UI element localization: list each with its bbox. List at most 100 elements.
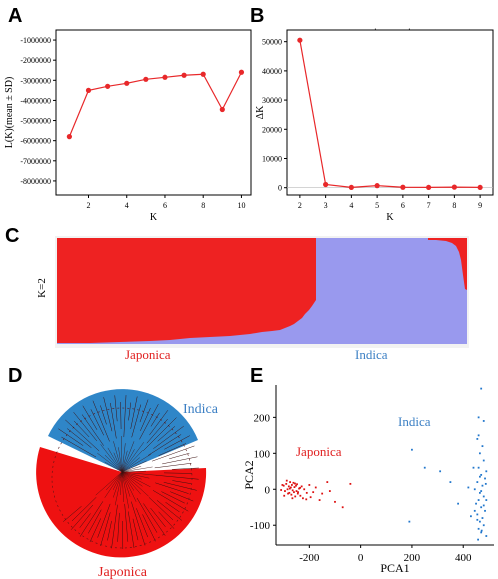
data-point: [477, 184, 483, 191]
scatter-point: [286, 488, 289, 491]
scatter-point: [296, 492, 299, 495]
tree-branch: [58, 428, 84, 446]
panel-b-dot: ·: [374, 25, 377, 34]
scatter-point: [285, 482, 288, 485]
tree-branch: [73, 412, 98, 442]
x-tick-label: 2: [298, 201, 302, 210]
structure-indica-tail-red: [428, 238, 467, 290]
scatter-point: [288, 487, 291, 490]
tree-japonica-label: Japonica: [98, 565, 148, 579]
scatter-point: [477, 499, 480, 501]
tree-branch: [117, 512, 120, 542]
data-point: [105, 83, 111, 89]
tree-branch: [82, 405, 98, 430]
scatter-point: [408, 520, 411, 523]
y-tick-label: -3000000: [20, 76, 51, 85]
scatter-point: [478, 475, 481, 478]
tree-branch: [95, 471, 123, 496]
tree-branch: [155, 482, 189, 494]
tree-ring: [51, 407, 193, 549]
scatter-point: [477, 416, 480, 419]
tree-branch: [121, 470, 146, 473]
scatter-point: [475, 502, 477, 505]
tree-branch: [131, 501, 146, 546]
tree-branch: [121, 450, 128, 473]
tree-branch: [81, 414, 104, 446]
y-tick-label: 200: [254, 412, 271, 424]
tree-branch: [162, 456, 198, 465]
tree-branch: [114, 395, 118, 422]
x-tick-label: 6: [401, 201, 405, 210]
scatter-point: [285, 479, 288, 482]
data-point: [400, 184, 406, 190]
scatter-point: [477, 538, 479, 541]
scatter-point: [477, 466, 480, 469]
tree-branch: [104, 454, 123, 473]
tree-branch: [70, 504, 94, 530]
scatter-point: [292, 481, 295, 484]
scatter-point: [284, 490, 286, 492]
x-tick-label: 9: [478, 201, 482, 210]
scatter-point: [303, 488, 306, 491]
x-tick-label: 8: [201, 201, 205, 210]
tree-branch: [142, 514, 156, 542]
pca-japonica-label: Japonica: [296, 444, 342, 459]
tree-branch: [113, 441, 123, 473]
panel-b-letter: B: [250, 5, 264, 27]
scatter-point: [480, 529, 483, 532]
tree-branch: [61, 436, 97, 458]
tree-branch: [153, 425, 184, 449]
scatter-point: [321, 492, 324, 495]
tree-branch: [143, 503, 166, 536]
tree-branch: [172, 480, 192, 484]
scatter-point: [326, 481, 329, 483]
scatter-point: [334, 500, 336, 503]
tree-branch: [97, 453, 123, 473]
scatter-point: [293, 486, 296, 489]
scatter-point: [481, 484, 484, 487]
y-tick-label: -8000000: [20, 177, 51, 186]
scatter-point: [299, 486, 302, 489]
tree-branch: [121, 471, 150, 479]
scatter-point: [480, 506, 483, 509]
tree-branch: [66, 428, 92, 448]
scatter-point: [299, 494, 302, 497]
scatter-point: [291, 497, 294, 500]
scatter-point: [300, 485, 303, 488]
tree-branch: [118, 447, 123, 473]
scatter-point: [423, 466, 426, 469]
scatter-point: [485, 499, 488, 501]
series-line: [68, 71, 242, 137]
y-tick-label: -2000000: [20, 56, 51, 65]
scatter-point: [298, 487, 300, 490]
data-point: [124, 80, 130, 86]
x-tick-label: 4: [349, 201, 353, 210]
y-tick-label: 20000: [262, 125, 282, 134]
y-tick-label: -100: [250, 520, 271, 532]
scatter-point: [478, 520, 481, 523]
tree-branch: [120, 402, 122, 430]
data-point: [451, 184, 457, 190]
tree-branch: [132, 518, 139, 541]
tree-branch: [150, 412, 160, 427]
tree-branch: [92, 400, 110, 442]
x-axis-label: PCA1: [380, 561, 409, 575]
tree-branch: [79, 501, 104, 537]
tree-branch: [156, 500, 182, 521]
scatter-point: [484, 509, 486, 512]
tree-branch: [89, 518, 101, 543]
tree-branch: [114, 471, 123, 506]
tree-branch: [121, 457, 141, 473]
scatter-point: [291, 489, 294, 492]
scatter-point: [473, 509, 476, 512]
tree-branch: [121, 471, 137, 502]
x-tick-label: -200: [299, 552, 320, 564]
tree-branch: [106, 471, 123, 491]
structure-japonica-area: [57, 238, 316, 343]
scatter-point: [477, 527, 480, 530]
tree-branch: [73, 420, 90, 438]
tree-branch: [121, 471, 135, 491]
tree-branch: [121, 450, 143, 473]
scatter-point: [449, 481, 452, 483]
data-point: [162, 74, 168, 80]
